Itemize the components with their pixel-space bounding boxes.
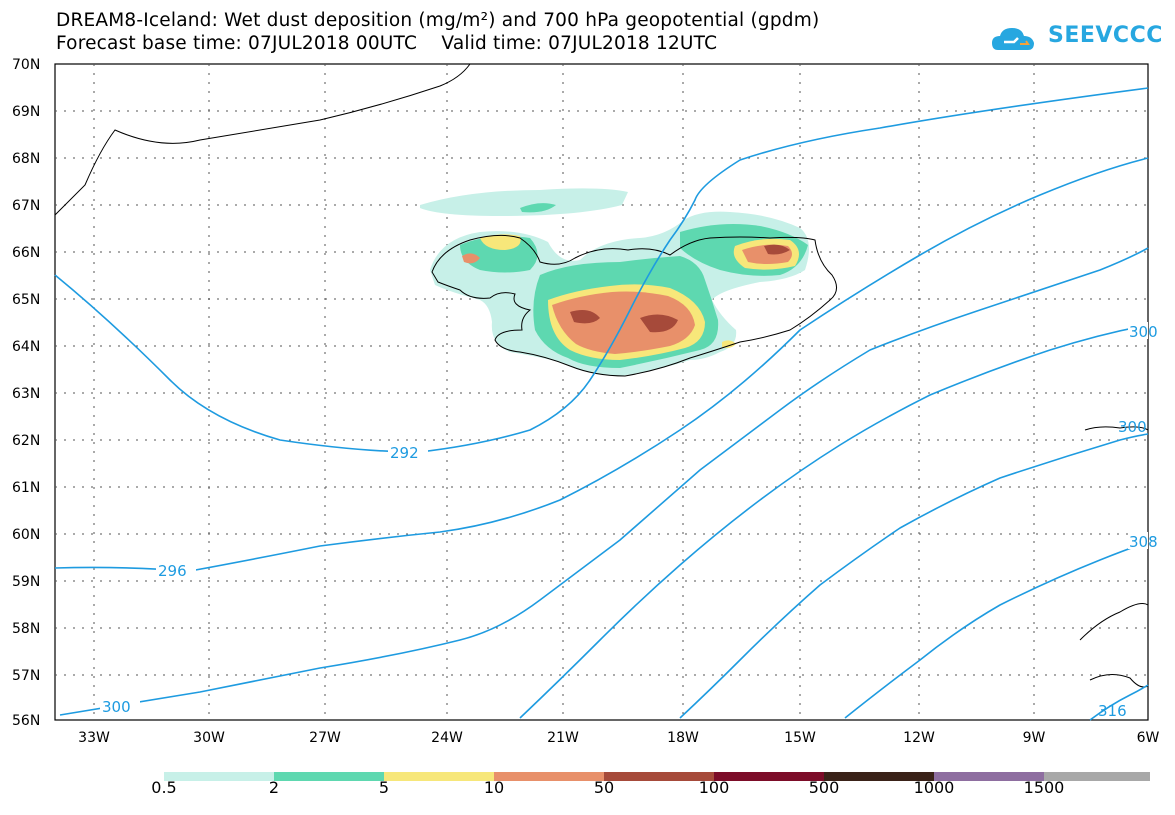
legend-swatch	[714, 772, 824, 781]
gridlines	[55, 64, 1148, 720]
map-title: DREAM8-Iceland: Wet dust deposition (mg/…	[56, 10, 820, 31]
logo-text: SEEVCCC	[1048, 23, 1163, 48]
cloud-icon	[992, 28, 1034, 50]
legend-label: 10	[483, 778, 505, 797]
geopotential-contours	[54, 87, 1149, 721]
contour-label-300: 300	[102, 698, 131, 716]
contour-label-292: 292	[390, 444, 419, 462]
lat-label: 58N	[12, 621, 40, 637]
contour-label-300-ne: 300	[1118, 418, 1147, 436]
contour-label-308: 308	[1129, 533, 1158, 551]
lat-label: 60N	[12, 527, 40, 543]
lat-label: 64N	[12, 339, 40, 355]
legend-swatch	[934, 772, 1044, 781]
legend-label: 50	[593, 778, 615, 797]
plot-frame	[54, 63, 1149, 721]
coastlines	[54, 63, 1149, 688]
lat-label: 67N	[12, 198, 40, 214]
forecast-times: Forecast base time: 07JUL2018 00UTC Vali…	[56, 33, 718, 54]
legend-swatch	[384, 772, 494, 781]
lat-label: 68N	[12, 151, 40, 167]
lat-label: 57N	[12, 668, 40, 684]
lat-label: 66N	[12, 245, 40, 261]
lat-label: 70N	[12, 57, 40, 73]
lat-label: 65N	[12, 292, 40, 308]
lon-label: 12W	[903, 730, 935, 746]
lon-label: 18W	[667, 730, 699, 746]
legend-label: 500	[808, 778, 840, 797]
lon-label: 27W	[309, 730, 341, 746]
legend-label: 2	[268, 778, 280, 797]
longitude-labels: 33W 30W 27W 24W 21W 18W 15W 12W 9W 6W	[78, 730, 1159, 746]
lat-label: 69N	[12, 104, 40, 120]
contour-labels: 292 296 300 300 300 308 316	[100, 322, 1158, 720]
contour-label-300-east: 300	[1129, 323, 1158, 341]
legend-label: 0.5	[151, 778, 177, 797]
lat-label: 61N	[12, 480, 40, 496]
legend-swatch	[604, 772, 714, 781]
lon-label: 9W	[1023, 730, 1046, 746]
lon-label: 6W	[1137, 730, 1160, 746]
legend-label: 5	[378, 778, 390, 797]
legend-label: 100	[698, 778, 730, 797]
lat-label: 63N	[12, 386, 40, 402]
lon-label: 21W	[547, 730, 579, 746]
lat-label: 59N	[12, 574, 40, 590]
legend-swatch	[274, 772, 384, 781]
legend-swatch	[164, 772, 274, 781]
legend-label: 1000	[913, 778, 955, 797]
contour-label-316: 316	[1098, 702, 1127, 720]
legend-label: 1500	[1023, 778, 1065, 797]
latitude-labels: 70N 69N 68N 67N 66N 65N 64N 63N 62N 61N …	[12, 57, 40, 729]
lon-label: 15W	[784, 730, 816, 746]
lat-label: 56N	[12, 713, 40, 729]
contour-label-296: 296	[158, 562, 187, 580]
legend-swatch	[1044, 772, 1150, 781]
lon-label: 33W	[78, 730, 110, 746]
lon-label: 24W	[431, 730, 463, 746]
lat-label: 62N	[12, 433, 40, 449]
lon-label: 30W	[193, 730, 225, 746]
legend-swatch	[494, 772, 604, 781]
legend-swatch	[824, 772, 934, 781]
